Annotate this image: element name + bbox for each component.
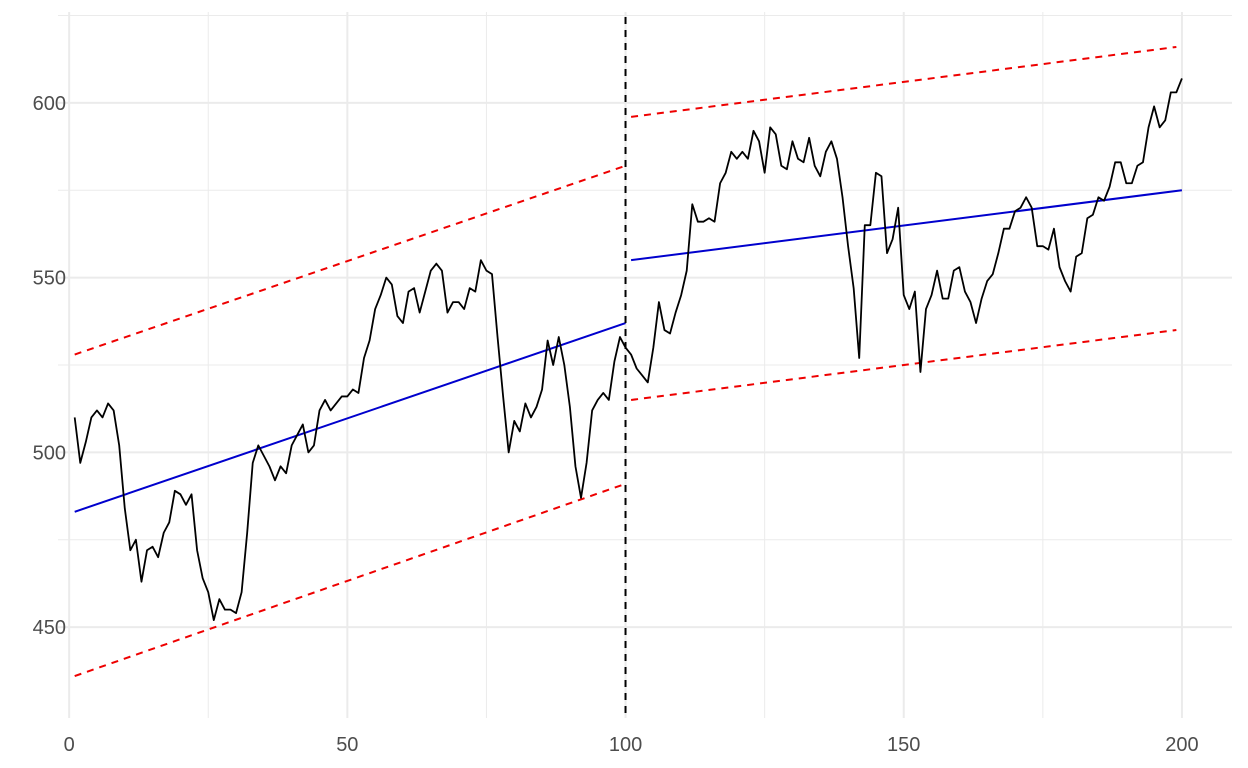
y-tick-label: 450 bbox=[33, 617, 66, 639]
series-line bbox=[73, 78, 1183, 622]
y-axis-ticks: 450 500 550 600 bbox=[33, 93, 66, 639]
trend-lines bbox=[74, 189, 1183, 513]
x-tick-label: 200 bbox=[1165, 734, 1198, 756]
trend-line bbox=[630, 189, 1183, 262]
x-tick-label: 0 bbox=[64, 734, 75, 756]
x-tick-label: 150 bbox=[887, 734, 920, 756]
trend-line bbox=[74, 322, 626, 513]
bound-line bbox=[630, 45, 1177, 118]
observed-series bbox=[73, 78, 1183, 622]
bound-line bbox=[630, 329, 1177, 401]
x-tick-label: 50 bbox=[336, 734, 358, 756]
y-tick-label: 550 bbox=[33, 268, 66, 290]
minor-gridlines bbox=[58, 12, 1232, 718]
major-gridlines bbox=[58, 12, 1232, 718]
bound-line bbox=[74, 482, 626, 678]
bound-line bbox=[74, 164, 626, 356]
bound-lines bbox=[74, 45, 1177, 678]
x-axis-ticks: 0 50 100 150 200 bbox=[64, 734, 1199, 756]
x-tick-label: 100 bbox=[609, 734, 642, 756]
y-tick-label: 600 bbox=[33, 93, 66, 115]
y-tick-label: 500 bbox=[33, 442, 66, 464]
